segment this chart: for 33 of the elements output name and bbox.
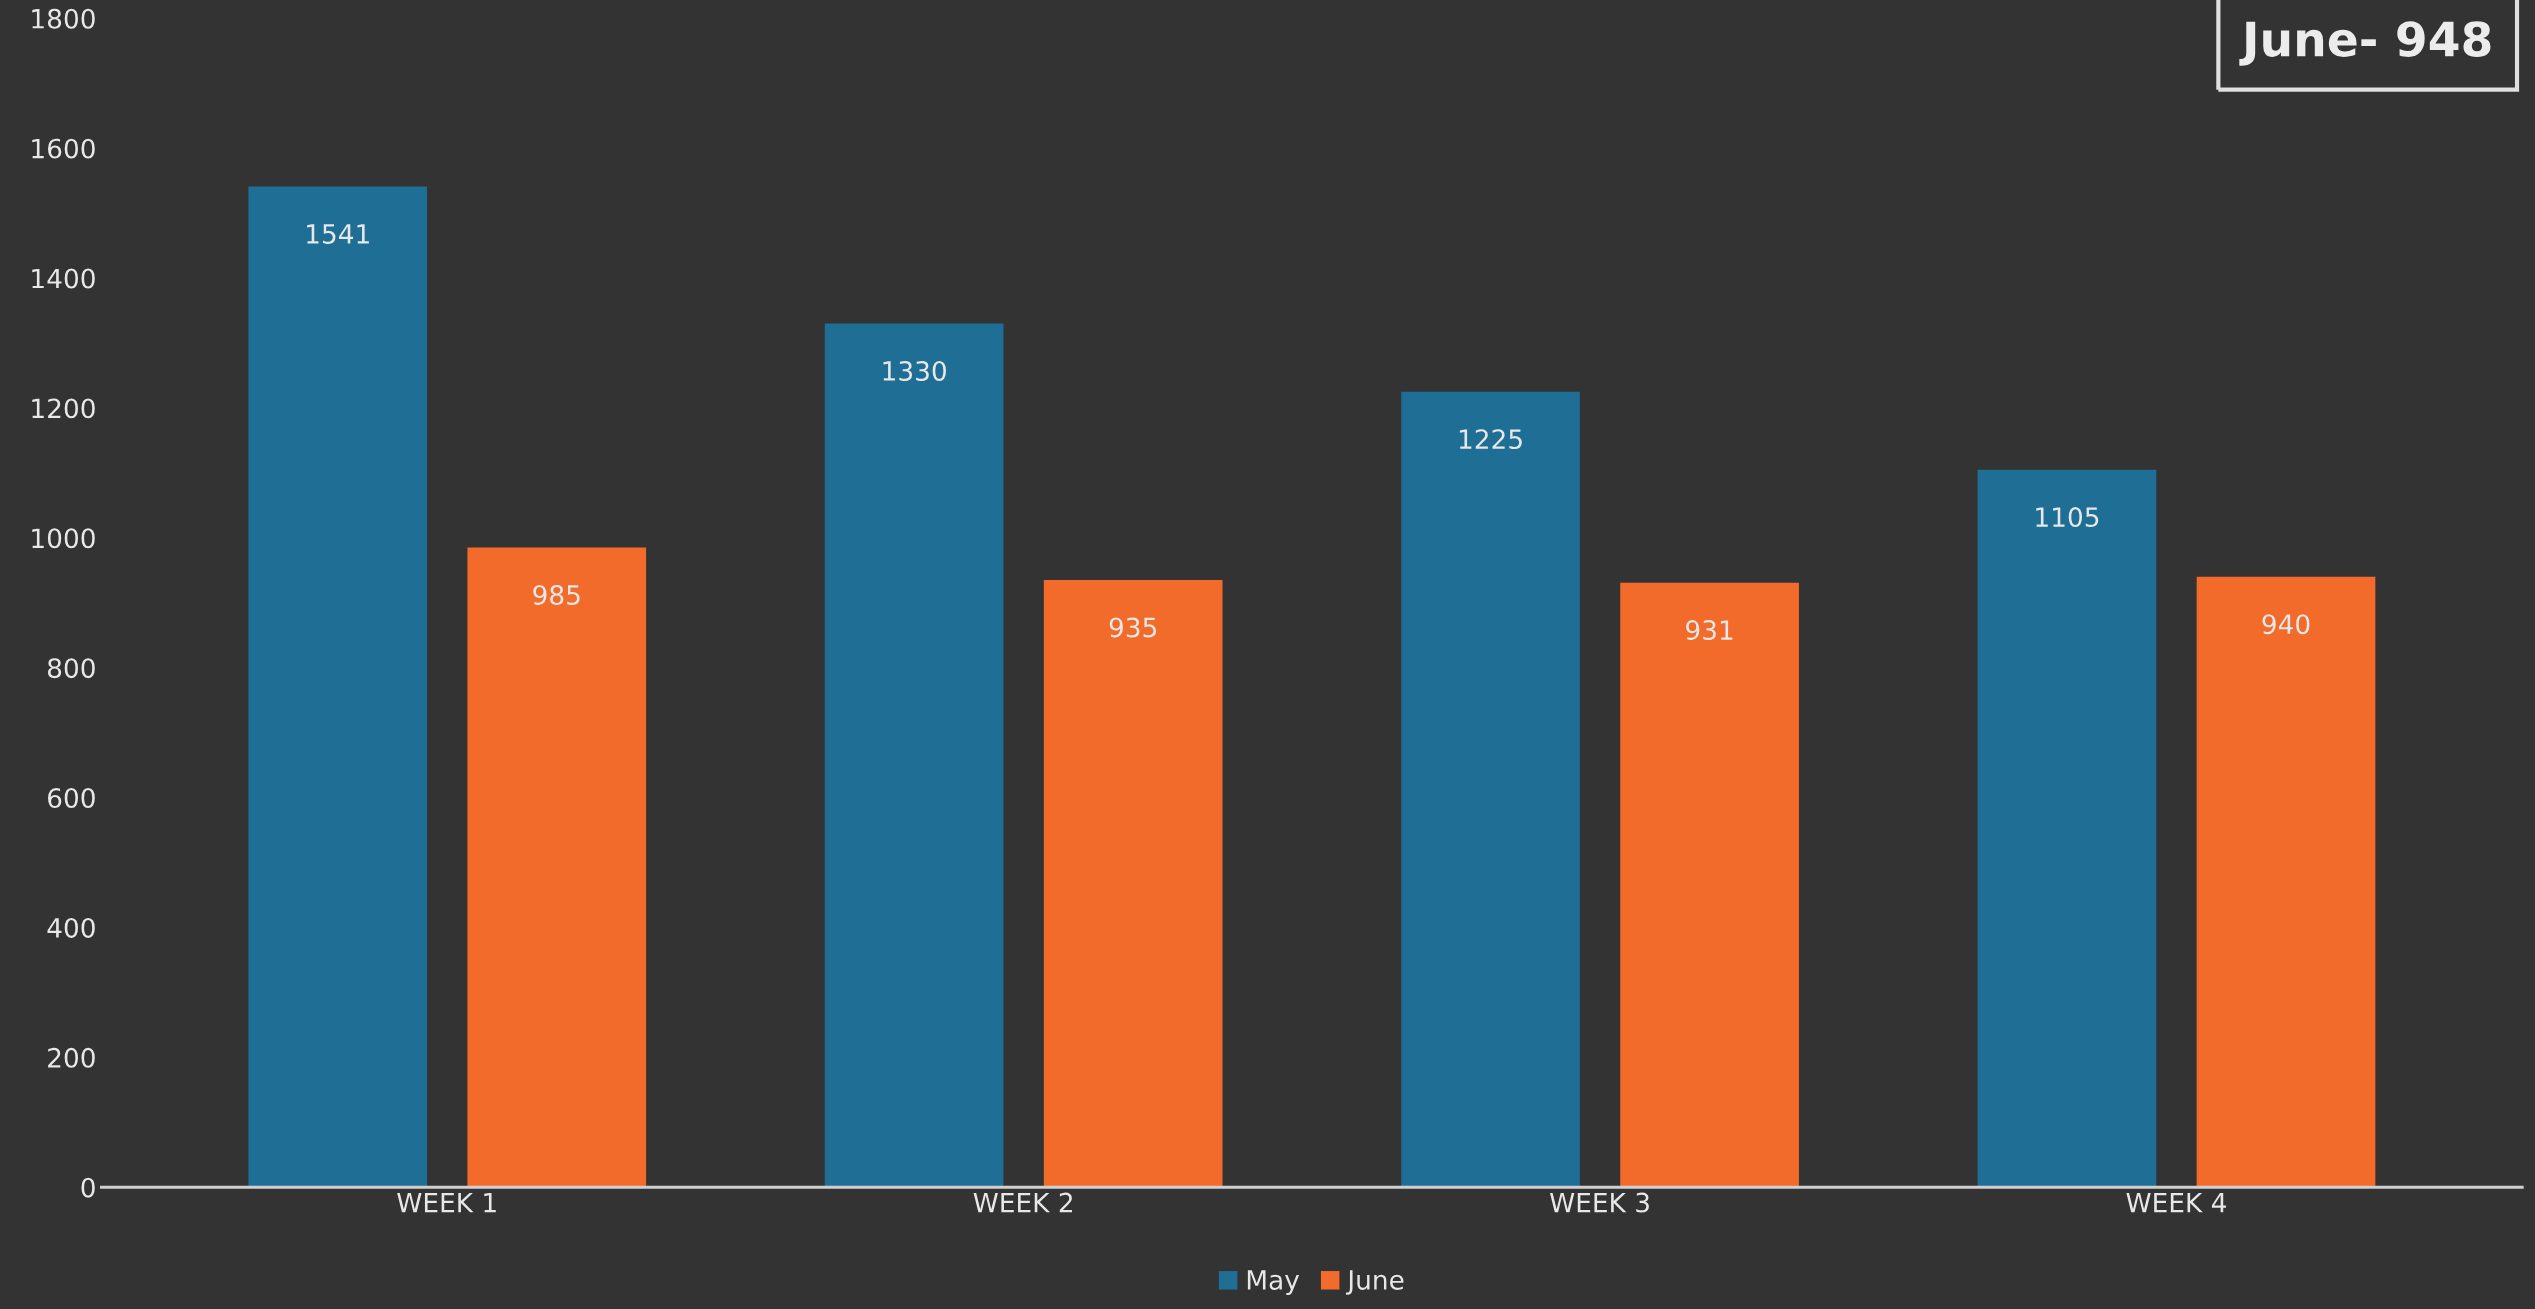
data-label: 985 bbox=[533, 585, 580, 605]
data-label: 940 bbox=[2262, 614, 2310, 635]
data-label: 1330 bbox=[883, 360, 946, 381]
y-tick-label: 1000 bbox=[32, 528, 95, 549]
y-tick-label: 0 bbox=[81, 1177, 95, 1198]
data-label: 1541 bbox=[307, 224, 369, 244]
y-tick-label: 1800 bbox=[32, 8, 95, 29]
data-label: 935 bbox=[1109, 617, 1157, 638]
legend-label: May bbox=[1247, 1270, 1300, 1295]
x-tick-label: WEEK 3 bbox=[1549, 1192, 1649, 1213]
data-label: 1105 bbox=[2036, 507, 2099, 528]
data-label: 1225 bbox=[1459, 429, 1522, 450]
legend-label: June bbox=[1345, 1270, 1404, 1295]
x-tick-label: WEEK 2 bbox=[973, 1192, 1072, 1213]
y-tick-label: 400 bbox=[47, 917, 95, 938]
annotation: June- 948 bbox=[2239, 21, 2491, 66]
x-tick-label: WEEK 1 bbox=[397, 1192, 496, 1213]
data-label: 931 bbox=[1686, 620, 1733, 641]
y-tick-label: 1400 bbox=[32, 268, 95, 289]
y-tick-label: 200 bbox=[48, 1047, 95, 1068]
y-tick-label: 1600 bbox=[32, 138, 95, 159]
y-tick-label: 800 bbox=[47, 658, 95, 679]
bar bbox=[467, 547, 647, 1188]
bar bbox=[1043, 580, 1223, 1188]
bar bbox=[2196, 576, 2376, 1188]
y-tick-label: 600 bbox=[48, 788, 95, 809]
bar bbox=[1401, 391, 1580, 1188]
x-tick-label: WEEK 4 bbox=[2126, 1192, 2226, 1213]
y-tick-label: 1200 bbox=[32, 398, 95, 419]
bar bbox=[248, 186, 428, 1188]
bar bbox=[1977, 469, 2157, 1188]
bar bbox=[1620, 582, 1799, 1188]
bar bbox=[824, 323, 1004, 1188]
